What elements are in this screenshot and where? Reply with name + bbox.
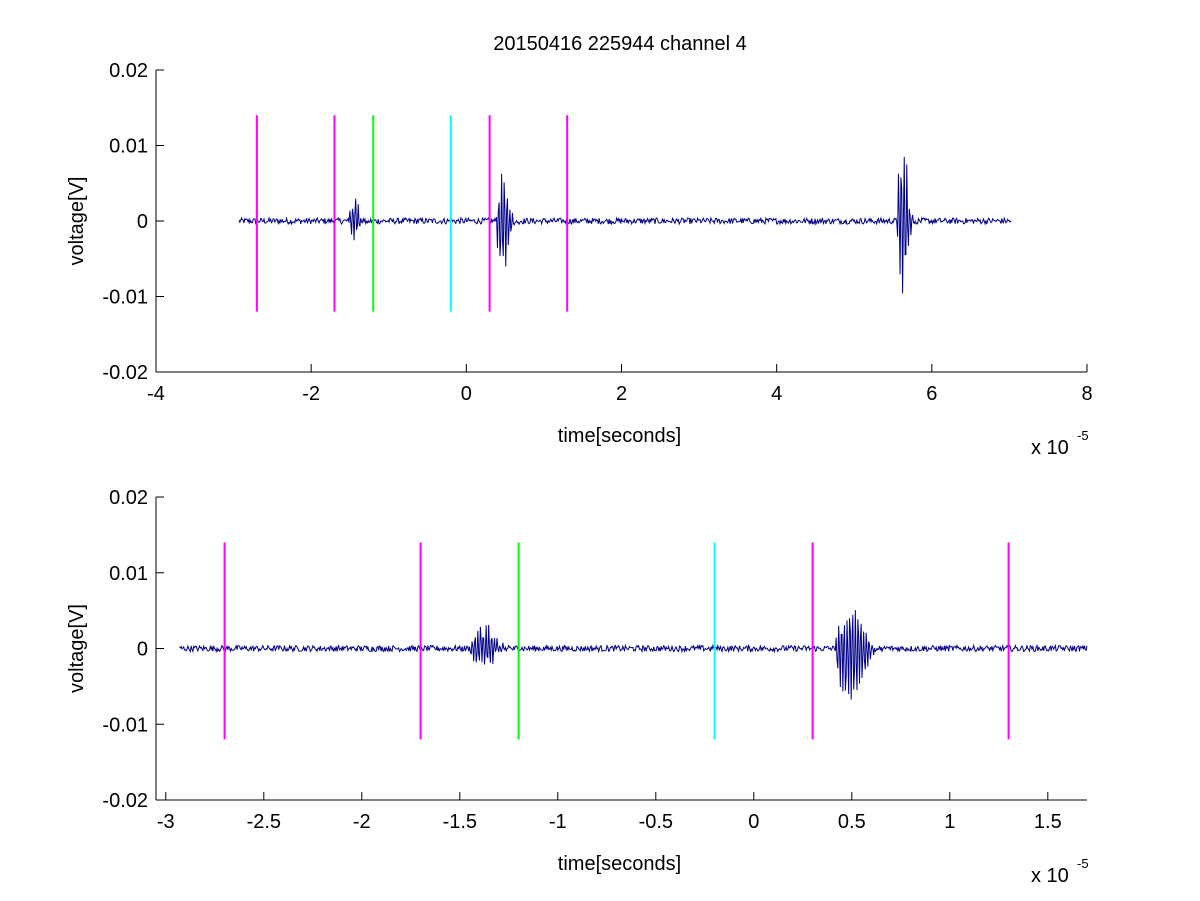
x-axis-label: time[seconds] [558,853,681,875]
y-tick-label: 0.01 [109,563,148,585]
signal-trace-line [179,610,1088,700]
x-exponent-base: x 10 [1031,865,1069,887]
x-tick-label: 4 [771,383,782,405]
signal-trace-line [238,156,1012,294]
x-exponent-base: x 10 [1031,437,1069,459]
y-tick-label: -0.01 [102,287,148,309]
x-tick-label: -1.5 [443,811,477,833]
x-tick-label: -0.5 [639,811,673,833]
x-tick-label: -2 [302,383,320,405]
x-tick-label: 1.5 [1034,811,1062,833]
x-tick-label: 0 [748,811,759,833]
x-tick-label: -1 [549,811,567,833]
y-axis-label: voltage[V] [66,604,88,693]
figure-title: 20150416 225944 channel 4 [493,33,747,55]
x-tick-label: 2 [616,383,627,405]
y-tick-label: 0.02 [109,60,148,82]
x-tick-label: -4 [147,383,165,405]
top-plot-panel: -0.02 -0.01 0 0.01 0.02 -4 -2 0 2 4 6 8 time[seconds… [66,60,1093,459]
x-tick-label: 1 [944,811,955,833]
y-tick-label: 0 [137,639,148,661]
x-tick-label: -3 [157,811,175,833]
x-tick-label: 6 [926,383,937,405]
x-tick-label: 0 [461,383,472,405]
x-tick-label: 0.5 [838,811,866,833]
x-exponent-power: -5 [1077,428,1089,443]
y-tick-label: -0.01 [102,714,148,736]
x-tick-label: 8 [1081,383,1092,405]
y-tick-label: 0.01 [109,136,148,158]
x-tick-label: -2 [353,811,371,833]
x-axis-label: time[seconds] [558,425,681,447]
y-tick-label: -0.02 [102,362,148,384]
y-tick-label: 0.02 [109,487,148,509]
bottom-plot-panel: -0.02 -0.01 0 0.01 0.02 -3 -2.5 -2 -1.5 -1 -0.5 0 0.… [66,487,1089,887]
x-exponent-power: -5 [1077,856,1089,871]
x-tick-label: -2.5 [247,811,281,833]
y-tick-label: 0 [137,211,148,233]
y-axis-label: voltage[V] [66,177,88,266]
y-tick-label: -0.02 [102,790,148,812]
